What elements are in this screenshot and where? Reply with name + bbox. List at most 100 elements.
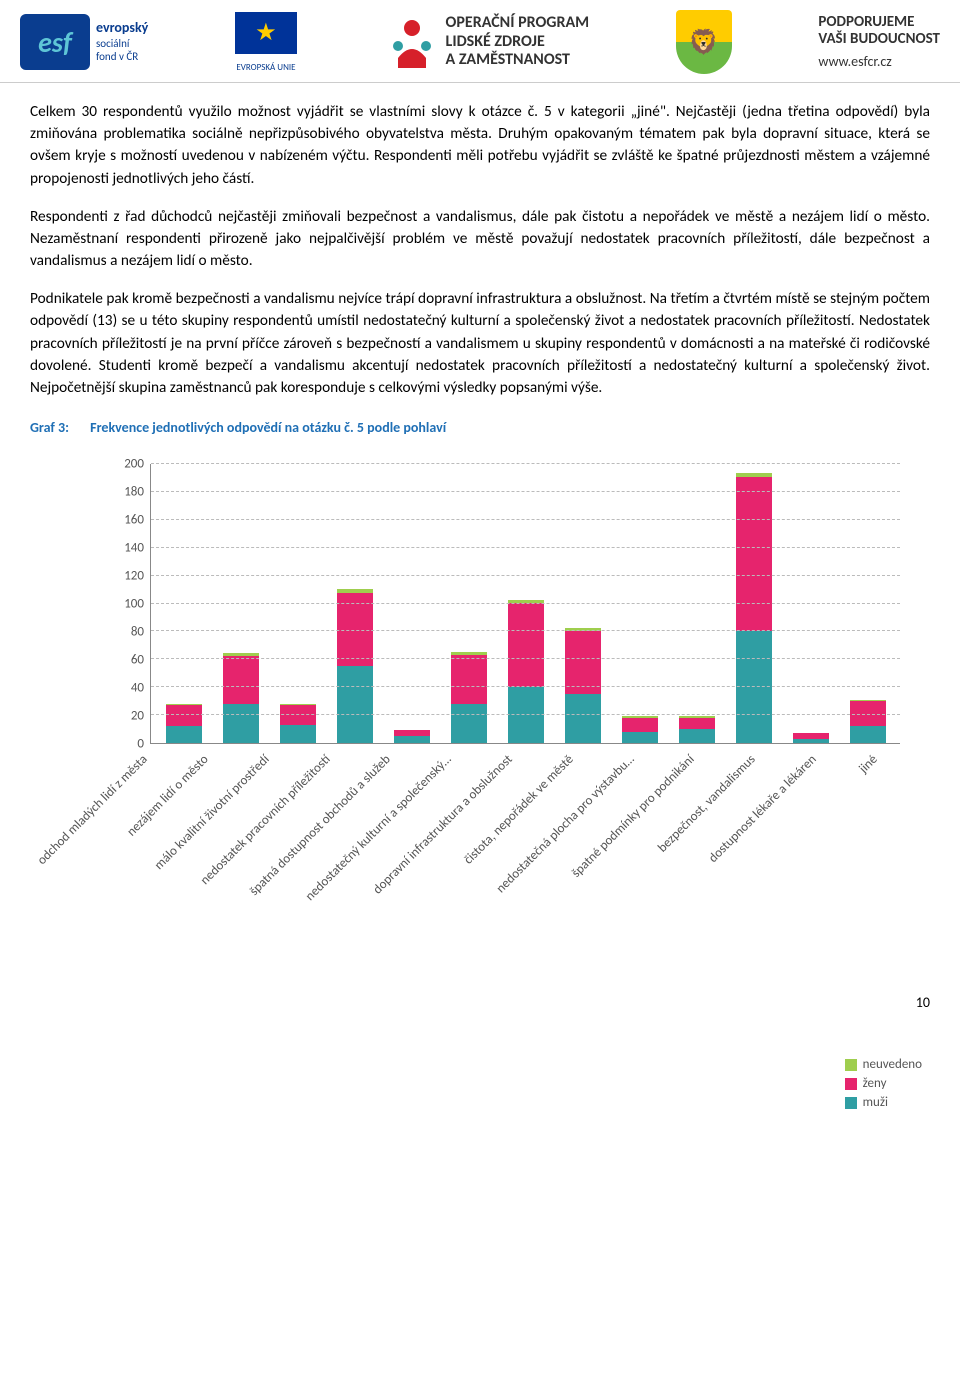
stacked-bar bbox=[622, 716, 658, 743]
stacked-bar bbox=[223, 653, 259, 743]
x-label: odchod mladých lidí z města bbox=[110, 744, 171, 944]
grid-line bbox=[151, 491, 900, 492]
op-logo-group: OPERAČNÍ PROGRAM LIDSKÉ ZDROJE A ZAMĚSTN… bbox=[384, 14, 590, 70]
grid-line bbox=[151, 575, 900, 576]
stacked-bar bbox=[337, 589, 373, 743]
bar-segment-zeny bbox=[166, 705, 202, 726]
y-tick: 80 bbox=[110, 625, 144, 640]
bar-column bbox=[383, 464, 440, 743]
y-axis: 020406080100120140160180200 bbox=[110, 464, 150, 744]
bar-segment-muzi bbox=[850, 726, 886, 743]
y-tick: 180 bbox=[110, 485, 144, 500]
bar-segment-muzi bbox=[223, 704, 259, 743]
y-tick: 20 bbox=[110, 709, 144, 724]
stacked-bar bbox=[280, 704, 316, 743]
eu-label: EVROPSKÁ UNIE bbox=[236, 62, 295, 73]
op-line1: OPERAČNÍ PROGRAM bbox=[446, 14, 590, 32]
paragraph-1: Celkem 30 respondentů využilo možnost vy… bbox=[30, 101, 930, 190]
bar-column bbox=[725, 464, 782, 743]
x-label-text: jiné bbox=[856, 752, 880, 776]
x-label: jiné bbox=[839, 744, 900, 944]
y-tick: 100 bbox=[110, 597, 144, 612]
page-number: 10 bbox=[0, 954, 960, 1031]
chart-legend: neuvedeno ženy muži bbox=[845, 1057, 922, 1114]
bar-segment-muzi bbox=[337, 666, 373, 743]
bar-column bbox=[611, 464, 668, 743]
bar-column bbox=[839, 464, 896, 743]
op-person-icon bbox=[384, 14, 440, 70]
support-line1: PODPORUJEME bbox=[818, 14, 940, 31]
bar-column bbox=[440, 464, 497, 743]
support-line2: VAŠI BUDOUCNOST bbox=[818, 31, 940, 48]
legend-item: ženy bbox=[845, 1076, 922, 1091]
bar-segment-zeny bbox=[736, 477, 772, 631]
plot-region bbox=[150, 464, 900, 744]
legend-item: muži bbox=[845, 1095, 922, 1110]
chart-container: 020406080100120140160180200 odchod mladý… bbox=[30, 464, 930, 944]
grid-line bbox=[151, 714, 900, 715]
bar-segment-muzi bbox=[679, 729, 715, 743]
bar-column bbox=[155, 464, 212, 743]
legend-label: neuvedeno bbox=[863, 1057, 922, 1072]
eu-flag-icon: ★ bbox=[235, 12, 297, 54]
legend-label: muži bbox=[863, 1095, 888, 1110]
esf-logo-group: evropský sociální fond v ČR bbox=[20, 14, 148, 70]
esf-text: evropský sociální fond v ČR bbox=[96, 20, 148, 63]
y-tick: 160 bbox=[110, 513, 144, 528]
bar-column bbox=[554, 464, 611, 743]
bar-column bbox=[326, 464, 383, 743]
bars-group bbox=[151, 464, 900, 743]
bar-segment-muzi bbox=[565, 694, 601, 743]
y-tick: 140 bbox=[110, 541, 144, 556]
document-body: Celkem 30 respondentů využilo možnost vy… bbox=[0, 83, 960, 954]
x-label-text: odchod mladých lidí z města bbox=[35, 752, 151, 868]
x-label: dostupnost lékaře a lékáren bbox=[778, 744, 839, 944]
grid-line bbox=[151, 630, 900, 631]
paragraph-2: Respondenti z řad důchodců nejčastěji zm… bbox=[30, 206, 930, 273]
stacked-bar bbox=[451, 652, 487, 743]
bar-segment-muzi bbox=[394, 736, 430, 743]
y-tick: 60 bbox=[110, 653, 144, 668]
esf-line3: fond v ČR bbox=[96, 50, 148, 63]
legend-item: neuvedeno bbox=[845, 1057, 922, 1072]
stacked-bar bbox=[736, 473, 772, 743]
op-text: OPERAČNÍ PROGRAM LIDSKÉ ZDROJE A ZAMĚSTN… bbox=[446, 14, 590, 69]
stacked-bar bbox=[850, 700, 886, 743]
bar-segment-zeny bbox=[508, 603, 544, 687]
bar-segment-zeny bbox=[451, 655, 487, 704]
support-text: PODPORUJEME VAŠI BUDOUCNOST www.esfcr.cz bbox=[818, 14, 940, 71]
paragraph-3: Podnikatele pak kromě bezpečnosti a vand… bbox=[30, 288, 930, 399]
legend-swatch bbox=[845, 1078, 857, 1090]
legend-swatch bbox=[845, 1059, 857, 1071]
y-tick: 200 bbox=[110, 457, 144, 472]
chart-label-prefix: Graf 3: bbox=[30, 419, 69, 436]
bar-segment-zeny bbox=[679, 718, 715, 729]
op-line3: A ZAMĚSTNANOST bbox=[446, 51, 590, 69]
bar-segment-muzi bbox=[280, 725, 316, 743]
op-line2: LIDSKÉ ZDROJE bbox=[446, 33, 590, 51]
grid-line bbox=[151, 603, 900, 604]
legend-swatch bbox=[845, 1097, 857, 1109]
grid-line bbox=[151, 686, 900, 687]
city-crest-icon: 🦁 bbox=[676, 10, 732, 74]
stacked-bar bbox=[166, 704, 202, 743]
grid-line bbox=[151, 519, 900, 520]
y-tick: 120 bbox=[110, 569, 144, 584]
legend-label: ženy bbox=[863, 1076, 887, 1091]
x-axis-labels: odchod mladých lidí z městanezájem lidí … bbox=[110, 744, 900, 944]
bar-column bbox=[782, 464, 839, 743]
bar-segment-muzi bbox=[793, 739, 829, 743]
header-logo-bar: evropský sociální fond v ČR ★ EVROPSKÁ U… bbox=[0, 0, 960, 83]
y-tick: 40 bbox=[110, 681, 144, 696]
grid-line bbox=[151, 658, 900, 659]
stacked-bar bbox=[394, 730, 430, 743]
esf-line1: evropský bbox=[96, 20, 148, 37]
bar-column bbox=[497, 464, 554, 743]
esf-line2: sociální bbox=[96, 37, 148, 50]
bar-segment-muzi bbox=[622, 732, 658, 743]
chart-title-text: Frekvence jednotlivých odpovědí na otázk… bbox=[90, 419, 446, 436]
support-url: www.esfcr.cz bbox=[818, 54, 940, 70]
bar-segment-zeny bbox=[223, 656, 259, 704]
grid-line bbox=[151, 547, 900, 548]
stacked-bar bbox=[508, 600, 544, 743]
